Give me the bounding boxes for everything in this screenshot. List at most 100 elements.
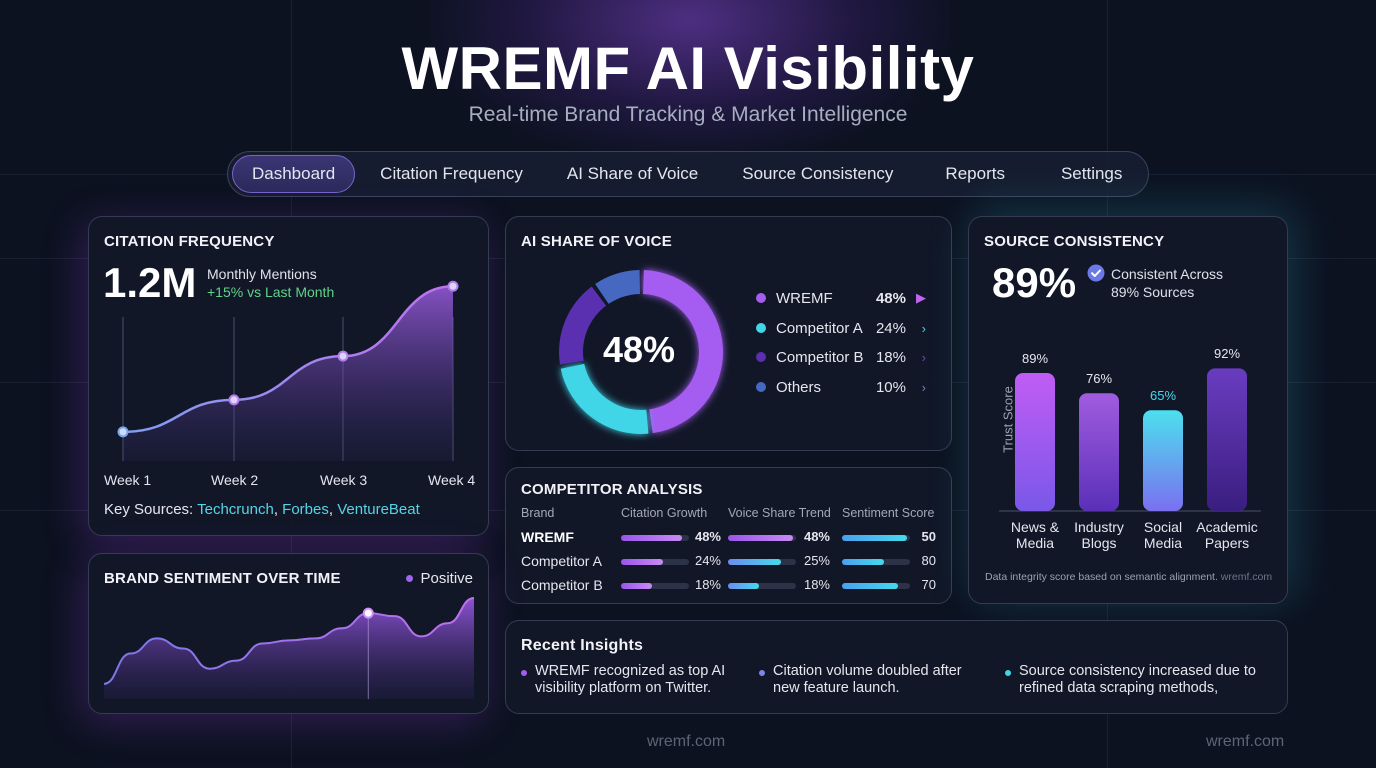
- legend-dot: [406, 575, 414, 582]
- chevron-right-icon[interactable]: ›: [921, 320, 926, 336]
- growth-value: 24%: [694, 553, 721, 568]
- progress-track: [621, 583, 689, 589]
- tab-citation-frequency[interactable]: Citation Frequency: [380, 164, 523, 183]
- category-label: Industry Blogs: [1074, 519, 1124, 551]
- donut-slice-competitor-b[interactable]: [559, 286, 607, 365]
- week-label: Week 1: [104, 472, 152, 488]
- tab-settings[interactable]: Settings: [1060, 164, 1123, 183]
- legend-value: 48%: [875, 289, 906, 307]
- consistency-label: Consistent Across 89% Sources: [1111, 266, 1224, 300]
- bar-value-label: 89%: [1021, 351, 1049, 367]
- sentiment-bar: [842, 535, 907, 541]
- chevron-right-icon[interactable]: ›: [921, 379, 926, 395]
- sentiment-area: [104, 598, 474, 699]
- legend-name: Competitor B: [776, 348, 864, 366]
- source-link-techcrunch[interactable]: Techcrunch: [197, 501, 274, 518]
- source-link-forbes[interactable]: Forbes: [282, 501, 329, 518]
- progress-track: [728, 559, 796, 565]
- insight-text: Citation volume doubled after new featur…: [773, 663, 962, 696]
- legend-dot: [756, 323, 766, 333]
- progress-track: [621, 559, 689, 565]
- category-label: Academic Papers: [1196, 519, 1258, 551]
- bar-social-media[interactable]: [1143, 410, 1183, 511]
- voice-bar: [728, 583, 759, 589]
- legend-name: WREMF: [776, 289, 833, 307]
- insight-item: Source consistency increased due to refi…: [1005, 663, 1275, 697]
- legend-value: 18%: [875, 348, 906, 366]
- voice-value: 25%: [803, 553, 830, 568]
- legend-dot: [756, 293, 766, 303]
- tab-source-consistency[interactable]: Source Consistency: [742, 164, 894, 183]
- separator: ,: [328, 501, 338, 518]
- insight-item: Citation volume doubled after new featur…: [759, 663, 989, 697]
- tab-reports[interactable]: Reports: [945, 164, 1005, 183]
- recent-insights-card: Recent Insights WREMF recognized as top …: [505, 620, 1288, 714]
- progress-track: [728, 583, 796, 589]
- voice-bar: [728, 559, 782, 565]
- citation-line: [122, 285, 454, 434]
- sentiment-value: 80: [921, 553, 936, 568]
- footer-site-right[interactable]: wremf.com: [1206, 733, 1285, 750]
- key-sources: Key Sources: Techcrunch, Forbes, Venture…: [104, 501, 420, 518]
- data-point[interactable]: [447, 280, 459, 292]
- citation-area: [123, 286, 453, 461]
- chevron-right-icon[interactable]: ▶: [916, 290, 926, 305]
- competitor-analysis-card: COMPETITOR ANALYSIS Brand Citation Growt…: [505, 467, 952, 604]
- bar-industry-blogs[interactable]: [1079, 393, 1119, 511]
- legend-row[interactable]: Others 10% ›: [756, 376, 926, 398]
- highlight-point[interactable]: [362, 607, 374, 619]
- legend-label: Positive: [420, 570, 473, 587]
- card-title: SOURCE CONSISTENCY: [984, 233, 1165, 250]
- sentiment-line: [103, 597, 475, 685]
- chevron-right-icon[interactable]: ›: [921, 349, 926, 365]
- page-subtitle: Real-time Brand Tracking & Market Intell…: [468, 103, 908, 126]
- legend-value: 10%: [875, 378, 906, 396]
- source-link-venturebeat[interactable]: VentureBeat: [337, 501, 420, 518]
- footer-site-left[interactable]: wremf.com: [647, 733, 726, 750]
- donut-slice-competitor-a[interactable]: [560, 363, 649, 434]
- week-label: Week 2: [211, 472, 259, 488]
- tab-ai-share-of-voice[interactable]: AI Share of Voice: [566, 164, 699, 183]
- sentiment-chart: [103, 597, 475, 699]
- sentiment-value: 70: [921, 577, 936, 592]
- voice-bar: [728, 535, 793, 541]
- citation-change: +15% vs Last Month: [207, 284, 335, 300]
- growth-value: 18%: [694, 577, 721, 592]
- progress-track: [842, 559, 910, 565]
- check-circle-icon: [1087, 264, 1105, 282]
- share-of-voice-donut: [559, 270, 723, 434]
- legend-row[interactable]: Competitor A 24% ›: [756, 317, 926, 339]
- bullet: [521, 670, 527, 676]
- page-title: WREMF AI Visibility: [401, 35, 975, 102]
- donut-slice-others[interactable]: [595, 270, 640, 304]
- voice-value: 48%: [803, 529, 830, 544]
- bar-academic-papers[interactable]: [1207, 368, 1247, 511]
- column-header: Brand: [521, 506, 555, 520]
- data-point[interactable]: [228, 394, 240, 406]
- bar-value-label: 92%: [1213, 346, 1241, 362]
- donut-slice-wremf[interactable]: [643, 270, 723, 434]
- bar-news-media[interactable]: [1015, 373, 1055, 511]
- sentiment-bar: [842, 559, 885, 565]
- data-point[interactable]: [117, 426, 129, 438]
- brand-name: WREMF: [521, 529, 574, 545]
- legend-dot: [756, 352, 766, 362]
- card-title: AI SHARE OF VOICE: [521, 233, 672, 250]
- share-of-voice-card: AI SHARE OF VOICE 48% WREMF 48% ▶ Competito…: [505, 216, 952, 451]
- citation-value-label: Monthly Mentions: [207, 266, 317, 282]
- brand-sentiment-card: BRAND SENTIMENT OVER TIME Positive: [88, 553, 489, 714]
- legend-row[interactable]: WREMF 48% ▶: [756, 287, 926, 309]
- growth-bar: [621, 559, 664, 565]
- legend-name: Others: [776, 378, 822, 396]
- week-label: Week 3: [320, 472, 368, 488]
- tab-dashboard[interactable]: Dashboard: [232, 155, 356, 193]
- legend-row[interactable]: Competitor B 18% ›: [756, 346, 926, 368]
- column-header: Citation Growth: [621, 506, 708, 520]
- sentiment-legend: Positive: [406, 570, 473, 587]
- insight-text: WREMF recognized as top AI visibility pl…: [535, 663, 726, 696]
- bar-value-label: 76%: [1085, 371, 1113, 387]
- card-title: Recent Insights: [521, 637, 644, 654]
- data-point[interactable]: [337, 350, 349, 362]
- separator: ,: [273, 501, 283, 518]
- growth-bar: [621, 535, 683, 541]
